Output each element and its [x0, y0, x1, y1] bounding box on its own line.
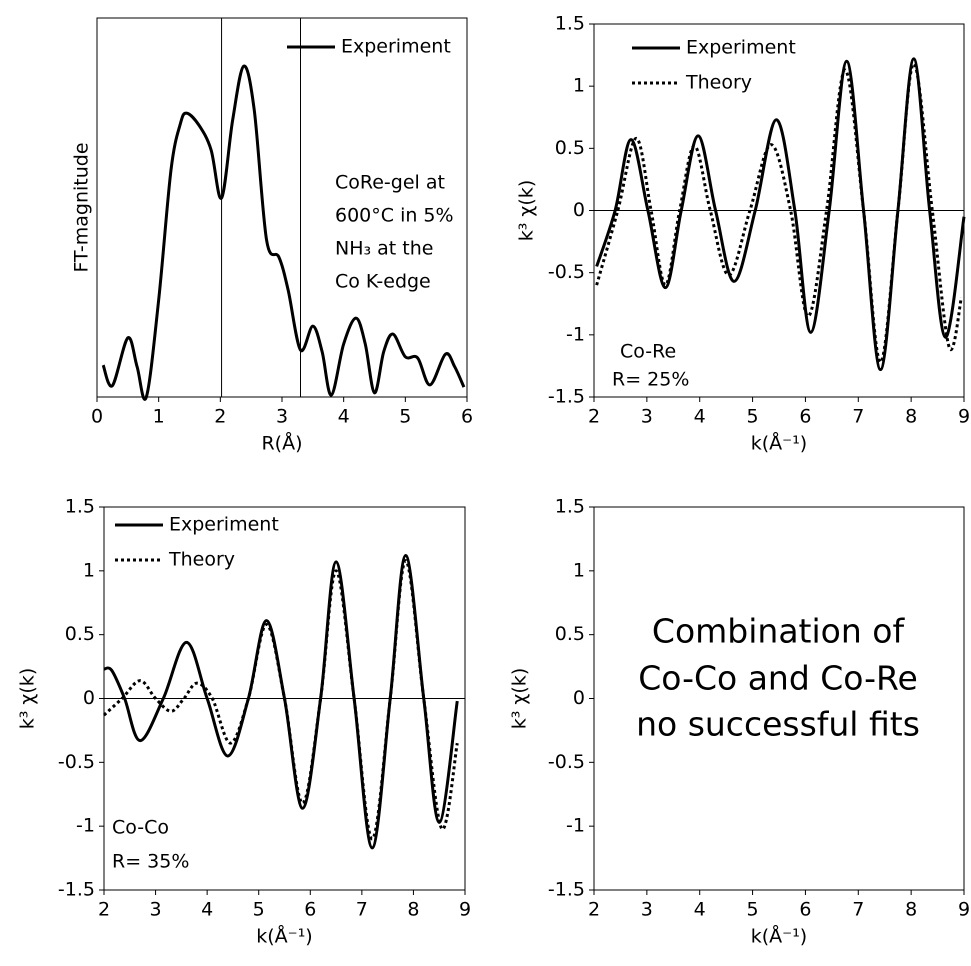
x-tick-label: 4	[338, 406, 350, 428]
plot-frame	[593, 506, 965, 891]
x-tick-label: 9	[459, 899, 471, 921]
y-tick-label: -1.5	[58, 879, 95, 901]
x-tick-label: 2	[214, 406, 226, 428]
x-axis-label: k(Å⁻¹)	[751, 925, 807, 948]
legend-label: Experiment	[341, 36, 451, 58]
annotation: Combination of	[652, 612, 906, 651]
y-tick-label: 0	[83, 687, 95, 709]
series-line	[103, 554, 459, 850]
x-tick-label: 9	[958, 406, 970, 428]
x-tick-label: 8	[905, 406, 917, 428]
y-tick-label: -1	[76, 815, 95, 837]
series-line	[102, 559, 459, 841]
annotation: no successful fits	[636, 705, 920, 744]
x-tick-label: 6	[461, 406, 473, 428]
series-line	[595, 62, 963, 364]
x-tick-label: 3	[641, 899, 653, 921]
x-tick-label: 2	[98, 899, 110, 921]
y-tick-label: 0.5	[555, 137, 585, 159]
x-axis-label: k(Å⁻¹)	[751, 432, 807, 455]
legend-label: Theory	[168, 549, 235, 571]
x-tick-label: 5	[747, 899, 759, 921]
x-tick-label: 6	[799, 406, 811, 428]
legend-label: Theory	[685, 72, 752, 94]
y-tick-label: 0	[573, 687, 585, 709]
x-tick-label: 5	[399, 406, 411, 428]
y-tick-label: 1	[83, 559, 95, 581]
x-tick-label: 8	[905, 899, 917, 921]
annotation: NH₃ at the	[335, 238, 433, 260]
y-tick-label: 1.5	[555, 496, 585, 518]
y-tick-label: -1	[566, 323, 585, 345]
annotation: CoRe-gel at	[335, 172, 445, 194]
x-tick-label: 4	[694, 899, 706, 921]
x-tick-label: 9	[958, 899, 970, 921]
annotation: R= 25%	[612, 369, 689, 391]
y-tick-label: -0.5	[548, 261, 585, 283]
x-tick-label: 6	[304, 899, 316, 921]
x-tick-label: 2	[588, 406, 600, 428]
series-line	[595, 57, 966, 372]
x-tick-label: 7	[852, 899, 864, 921]
annotation: Co-Co	[112, 817, 169, 839]
y-tick-label: -1.5	[548, 386, 585, 408]
annotation: Co-Co and Co-Re	[638, 659, 918, 698]
y-tick-label: 1	[573, 75, 585, 97]
legend-label: Experiment	[686, 37, 796, 59]
x-tick-label: 5	[253, 899, 265, 921]
y-axis-label: k³ χ(k)	[17, 668, 39, 729]
y-axis-label: k³ χ(k)	[516, 180, 538, 241]
y-tick-label: 1.5	[555, 13, 585, 35]
annotation: Co-Re	[620, 341, 676, 363]
x-tick-label: 7	[852, 406, 864, 428]
x-tick-label: 1	[153, 406, 165, 428]
x-tick-label: 4	[694, 406, 706, 428]
y-tick-label: -1	[566, 815, 585, 837]
x-tick-label: 3	[276, 406, 288, 428]
y-tick-label: -0.5	[58, 751, 95, 773]
y-tick-label: 1	[573, 559, 585, 581]
x-tick-label: 2	[588, 899, 600, 921]
x-tick-label: 0	[91, 406, 103, 428]
legend-label: Experiment	[169, 514, 279, 536]
x-tick-label: 3	[641, 406, 653, 428]
y-tick-label: -0.5	[548, 751, 585, 773]
x-tick-label: 5	[747, 406, 759, 428]
x-axis-label: k(Å⁻¹)	[256, 925, 312, 948]
y-tick-label: 0	[573, 199, 585, 221]
x-tick-label: 8	[407, 899, 419, 921]
x-tick-label: 4	[201, 899, 213, 921]
annotation: Co K-edge	[335, 271, 431, 293]
y-axis-label: FT-magnitude	[71, 142, 93, 272]
y-tick-label: 0.5	[65, 623, 95, 645]
x-axis-label: R(Å)	[261, 432, 302, 455]
y-axis-label: k³ χ(k)	[509, 668, 531, 729]
annotation: 600°C in 5%	[335, 205, 454, 227]
series-line	[101, 64, 466, 401]
x-tick-label: 6	[799, 899, 811, 921]
x-tick-label: 3	[150, 899, 162, 921]
y-tick-label: 1.5	[65, 496, 95, 518]
x-tick-label: 7	[356, 899, 368, 921]
annotation: R= 35%	[112, 851, 189, 873]
y-tick-label: -1.5	[548, 879, 585, 901]
y-tick-label: 0.5	[555, 623, 585, 645]
